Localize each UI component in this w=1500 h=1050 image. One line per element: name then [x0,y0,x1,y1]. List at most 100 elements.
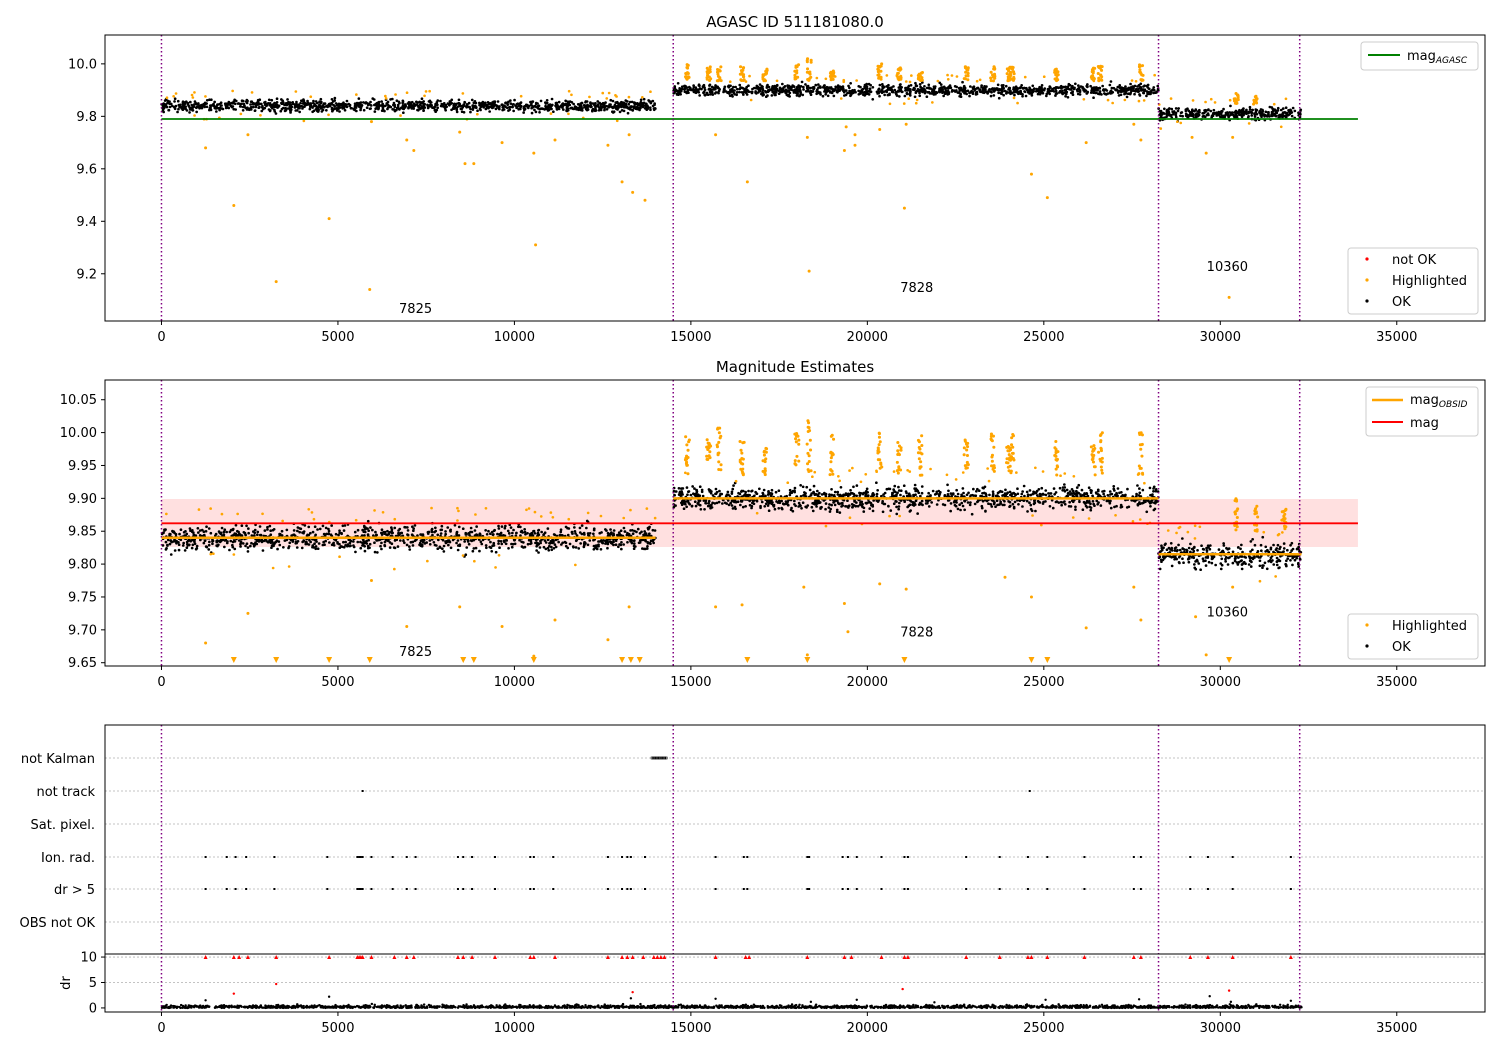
ion-rad-mark [965,856,968,858]
panel1-xtick-label: 5000 [321,330,354,345]
ion-rad-mark [606,856,609,858]
ion-rad-mark [714,856,717,858]
panel1-highlighted-column [1137,63,1145,82]
clipped-down-arrow [636,657,643,663]
panel2-legend-upper: magOBSID mag [1365,386,1479,437]
panel4-ytick-label: 0 [89,1001,97,1016]
panel2-highlighted-sprinkle-7828 [684,466,1152,528]
not-kalman-mark [664,756,668,760]
panel2-highlighted-point [500,625,504,629]
clipped-down-arrow [230,657,237,663]
panel1-highlighted-point [534,243,538,247]
clipped-down-arrow [366,657,373,663]
panel1-highlighted-column [962,65,970,82]
legend-mag-obsid-sub: OBSID [1439,400,1468,410]
panel1-highlighted-column [805,57,813,82]
panel1-obsid-label-1: 7828 [900,281,933,296]
flag-category-label: OBS not OK [20,916,96,931]
dr-clipped-up-marker [1188,955,1193,960]
not-kalman-mark [654,756,658,760]
panel2-xtick-label: 20000 [847,675,888,690]
panel1-highlighted-point [1204,151,1208,155]
panel2-xtick-label: 25000 [1023,675,1064,690]
not-kalman-mark [663,756,667,760]
panel2-ytick-label: 10.00 [60,426,97,441]
panel4-xtick-label: 0 [157,1021,165,1036]
legend-ok: OK [1392,295,1411,310]
panel1-highlighted-sprinkle-7828 [728,73,1156,106]
panel1-highlighted-point [1227,295,1231,299]
panel1-highlighted-column [684,63,691,81]
dr-clipped-up-marker [455,955,460,960]
panel4-ytick-label: 5 [89,976,97,991]
ion-rad-mark [742,856,745,858]
ion-rad-mark [273,856,276,858]
dr-gt-5-mark [965,888,968,890]
panel2-xtick-label: 5000 [321,675,354,690]
dr-gt-5-mark [361,888,364,890]
flag-category-label: Sat. pixel. [31,818,95,833]
dr-not-ok-point [274,982,278,986]
panel2-ytick-label: 9.80 [68,558,97,573]
panel1-highlighted-point [1231,135,1235,139]
panel1-highlighted-column [1053,67,1060,83]
panel1-highlighted-point [1045,196,1049,200]
dr-point [1229,1000,1233,1004]
panel1-highlighted-point [1132,122,1136,126]
panel1-ytick-label: 9.2 [76,267,97,282]
panel1-highlighted-column [1089,66,1097,81]
ion-rad-mark [1289,856,1292,858]
panel1-highlighted-point [842,148,846,152]
panel1-xtick-label: 20000 [847,330,888,345]
dr-clipped-up-marker [369,955,374,960]
dr-gt-5-mark [1206,888,1209,890]
not-track-mark [361,790,364,792]
panel2-highlighted-column [895,441,903,475]
panel2-highlighted-point [1231,585,1235,589]
panel1-highlighted-point [745,180,749,184]
dr-gt-5-mark [532,888,535,890]
ion-rad-mark [456,856,459,858]
panel1-highlighted-column [1252,94,1259,106]
ion-rad-mark [494,856,496,858]
panel4-xtick-label: 30000 [1200,1021,1241,1036]
panel4-xtick-label: 5000 [321,1021,354,1036]
panel4-ytick-label: 10 [80,951,97,966]
legend2-highlighted: Highlighted [1392,619,1467,634]
panel2-highlighted-point [714,605,718,609]
dr-gt-5-mark [1132,888,1135,890]
panel1-highlighted-point [458,130,462,134]
clipped-down-arrow [804,657,811,663]
dr-point [327,995,331,998]
dr-clipped-up-marker [1205,955,1210,960]
ion-rad-mark [225,856,228,858]
dr-not-ok-point [1227,989,1231,992]
clipped-down-arrow [530,657,537,663]
panel1-highlighted-point [805,135,809,139]
panel2-highlighted-point [740,603,744,607]
not-kalman-mark [653,756,657,760]
dr-gt-5-mark [1046,888,1049,890]
panel2-highlighted-column [1137,431,1145,476]
legend-highlighted: Highlighted [1392,274,1467,289]
panel2-highlighted-point [204,641,208,645]
ion-rad-mark [629,856,632,858]
panel2-highlighted-point [1204,653,1208,657]
clipped-down-arrow [326,657,333,663]
panel4-xtick-label: 25000 [1023,1021,1064,1036]
flag-category-label: not Kalman [21,752,95,767]
panel1-highlighted-point [844,125,848,129]
flag-category-label: dr > 5 [54,883,95,898]
ion-rad-mark [906,856,909,858]
clipped-down-arrow [901,657,908,663]
dr-clipped-up-marker [461,955,466,960]
panel1-highlighted-point [620,180,624,184]
dr-clipped-up-marker [553,955,557,960]
dr-gt-5-mark [326,888,329,890]
panel1-frame [104,34,1486,322]
panel2-highlighted-point [1084,626,1088,630]
dr-gt-5-mark [846,888,849,890]
panel2-highlighted-point [458,605,462,609]
dr-not-ok-point [232,992,236,995]
panel1-highlighted-point [853,133,857,137]
